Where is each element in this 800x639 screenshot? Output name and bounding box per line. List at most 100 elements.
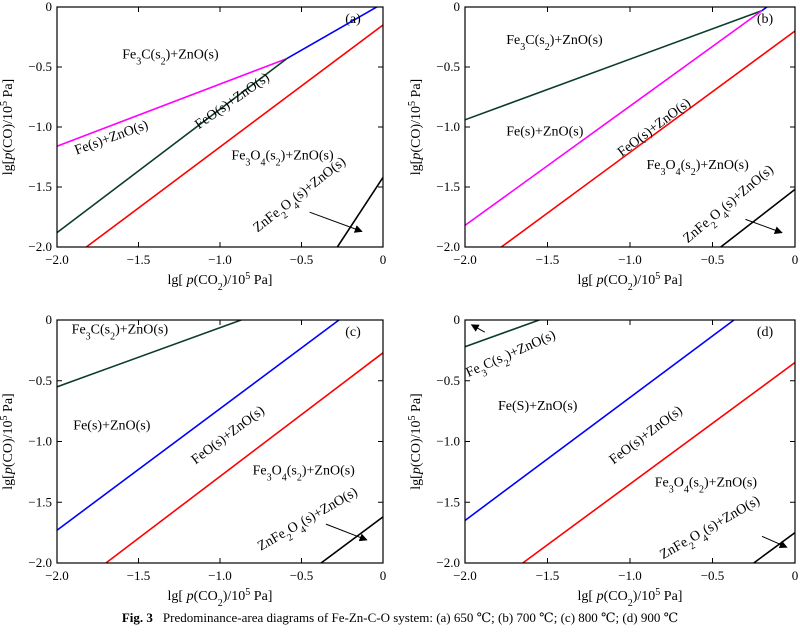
x-tick-label: −1.5: [536, 568, 560, 583]
x-tick-label: −2.0: [453, 568, 477, 583]
region-label: FeO(s)+ZnO(s): [189, 403, 268, 468]
panels: −2.0 −1.5 −1.0 −0.5 0 0 −0.5 −1.0 −1.5 −2.0 lg[ p(…: [0, 0, 798, 609]
series-line-dark_green: [465, 320, 540, 348]
region-label: Fe(s)+ZnO(s): [73, 118, 151, 159]
y-tick-label: −0.5: [28, 59, 52, 74]
y-tick-label: −0.5: [436, 373, 460, 388]
panel-label: (b): [757, 12, 774, 27]
series-line-red: [522, 361, 795, 563]
panel-label: (c): [345, 325, 361, 340]
series-line-red: [500, 30, 795, 247]
y-axis-label: lg[p(CO)/105 Pa]: [407, 393, 425, 489]
region-label: Fe3O4(s2)+ZnO(s): [647, 158, 750, 178]
x-tick-label: −0.5: [290, 568, 314, 583]
y-tick-label: −1.5: [28, 494, 52, 509]
region-label: Fe3O4(s2)+ZnO(s): [655, 475, 758, 495]
series-line-black: [320, 516, 383, 563]
caption-text: Predominance-area diagrams of Fe-Zn-C-O …: [162, 610, 679, 625]
series-group: [57, 320, 383, 563]
y-axis-label: lg[p(CO)/105 Pa]: [0, 393, 16, 489]
y-tick-label: −2.0: [436, 555, 460, 570]
series-line-blue: [286, 7, 379, 60]
series-line-black: [336, 176, 383, 247]
y-tick-label: −1.0: [436, 434, 460, 449]
x-tick-label: 0: [792, 252, 799, 267]
y-tick-label: −0.5: [28, 373, 52, 388]
series-line-blue: [465, 320, 735, 522]
x-tick-label: −0.5: [701, 568, 725, 583]
region-label: Fe3C(s2)+ZnO(s): [72, 322, 169, 342]
x-tick-label: 0: [380, 568, 387, 583]
series-line-dark_green: [57, 57, 288, 234]
caption-label: Fig. 3: [121, 610, 153, 625]
region-label: Fe(s)+ZnO(s): [73, 418, 150, 433]
x-axis-label: lg[ p(CO2)/105 Pa]: [578, 271, 683, 293]
x-tick-label: −1.5: [127, 568, 151, 583]
y-axis-label: lg[p(CO)/105 Pa]: [0, 79, 16, 175]
y-tick-label: −0.5: [436, 59, 460, 74]
y-tick-label: −1.0: [436, 119, 460, 134]
panel-label: (d): [757, 325, 774, 340]
x-tick-label: −1.0: [618, 568, 642, 583]
series-group: [465, 7, 795, 247]
y-axis-label: lg[p(CO)/105 Pa]: [407, 79, 425, 175]
panel-a: −2.0 −1.5 −1.0 −0.5 0 0 −0.5 −1.0 −1.5 −2.0 lg[ p(…: [0, 0, 386, 293]
region-label: Fe(s)+ZnO(s): [506, 124, 583, 139]
x-axis-label: lg[ p(CO2)/105 Pa]: [168, 271, 273, 293]
x-axis-label: lg[ p(CO2)/105 Pa]: [578, 587, 683, 609]
x-tick-label: −1.0: [208, 252, 232, 267]
x-tick-label: −1.0: [208, 568, 232, 583]
series-group: [465, 320, 795, 563]
region-label: Fe3O4(s2)+ZnO(s): [231, 148, 334, 168]
x-tick-label: −2.0: [45, 568, 69, 583]
panel-c: −2.0 −1.5 −1.0 −0.5 0 0 −0.5 −1.0 −1.5 −2.0 lg[ p(…: [0, 312, 386, 609]
x-tick-label: −2.0: [453, 252, 477, 267]
series-line-red: [85, 24, 383, 247]
x-axis-label: lg[ p(CO2)/105 Pa]: [168, 587, 273, 609]
y-tick-label: −2.0: [28, 239, 52, 254]
x-tick-label: −0.5: [290, 252, 314, 267]
y-tick-label: −1.0: [28, 119, 52, 134]
y-tick-label: −1.5: [436, 179, 460, 194]
direction-arrow: [309, 211, 363, 233]
y-tick-label: −1.0: [28, 434, 52, 449]
region-label: Fe3C(s2)+ZnO(s): [464, 328, 560, 385]
y-tick-label: 0: [46, 312, 53, 327]
x-tick-label: −2.0: [45, 252, 69, 267]
region-label: ZnFe2O4(s)+ZnO(s): [255, 485, 363, 558]
panel-d: −2.0 −1.5 −1.0 −0.5 0 0 −0.5 −1.0 −1.5 −2.0 lg[ p(…: [407, 312, 799, 609]
region-label: Fe3O4(s2)+ZnO(s): [253, 463, 356, 483]
region-label: Fe3C(s2)+ZnO(s): [506, 33, 603, 53]
x-tick-label: 0: [792, 568, 799, 583]
x-tick-label: 0: [380, 252, 387, 267]
y-tick-label: −2.0: [28, 555, 52, 570]
region-label: Fe3C(s2)+ZnO(s): [122, 48, 219, 68]
region-label: ZnFe2O4(s)+ZnO(s): [658, 493, 766, 566]
region-label: Fe(S)+ZnO(s): [498, 399, 578, 414]
series-line-dark_green: [57, 320, 242, 388]
x-tick-label: −1.0: [618, 252, 642, 267]
series-line-black: [720, 188, 795, 247]
panel-label: (a): [345, 12, 361, 27]
figure-caption: Fig. 3 Predominance-area diagrams of Fe-Z…: [0, 610, 800, 626]
direction-arrow: [745, 218, 783, 234]
x-tick-label: −0.5: [701, 252, 725, 267]
y-tick-label: 0: [454, 312, 461, 327]
x-tick-label: −1.5: [127, 252, 151, 267]
series-line-blue: [57, 320, 340, 531]
y-tick-label: 0: [454, 0, 461, 14]
y-tick-label: 0: [46, 0, 53, 14]
y-tick-label: −1.5: [28, 179, 52, 194]
direction-arrow: [470, 324, 486, 333]
panel-b: −2.0 −1.5 −1.0 −0.5 0 0 −0.5 −1.0 −1.5 −2.0 lg[ p(…: [407, 0, 799, 293]
direction-arrow: [325, 523, 368, 542]
y-tick-label: −1.5: [436, 494, 460, 509]
series-group: [57, 7, 383, 247]
region-label: ZnFe2O4(s)+ZnO(s): [251, 154, 352, 239]
series-line-magenta: [57, 57, 288, 147]
series-line-red: [105, 352, 383, 563]
series-line-magenta: [465, 9, 763, 227]
region-label: FeO(s)+ZnO(s): [615, 96, 694, 161]
y-tick-label: −2.0: [436, 239, 460, 254]
